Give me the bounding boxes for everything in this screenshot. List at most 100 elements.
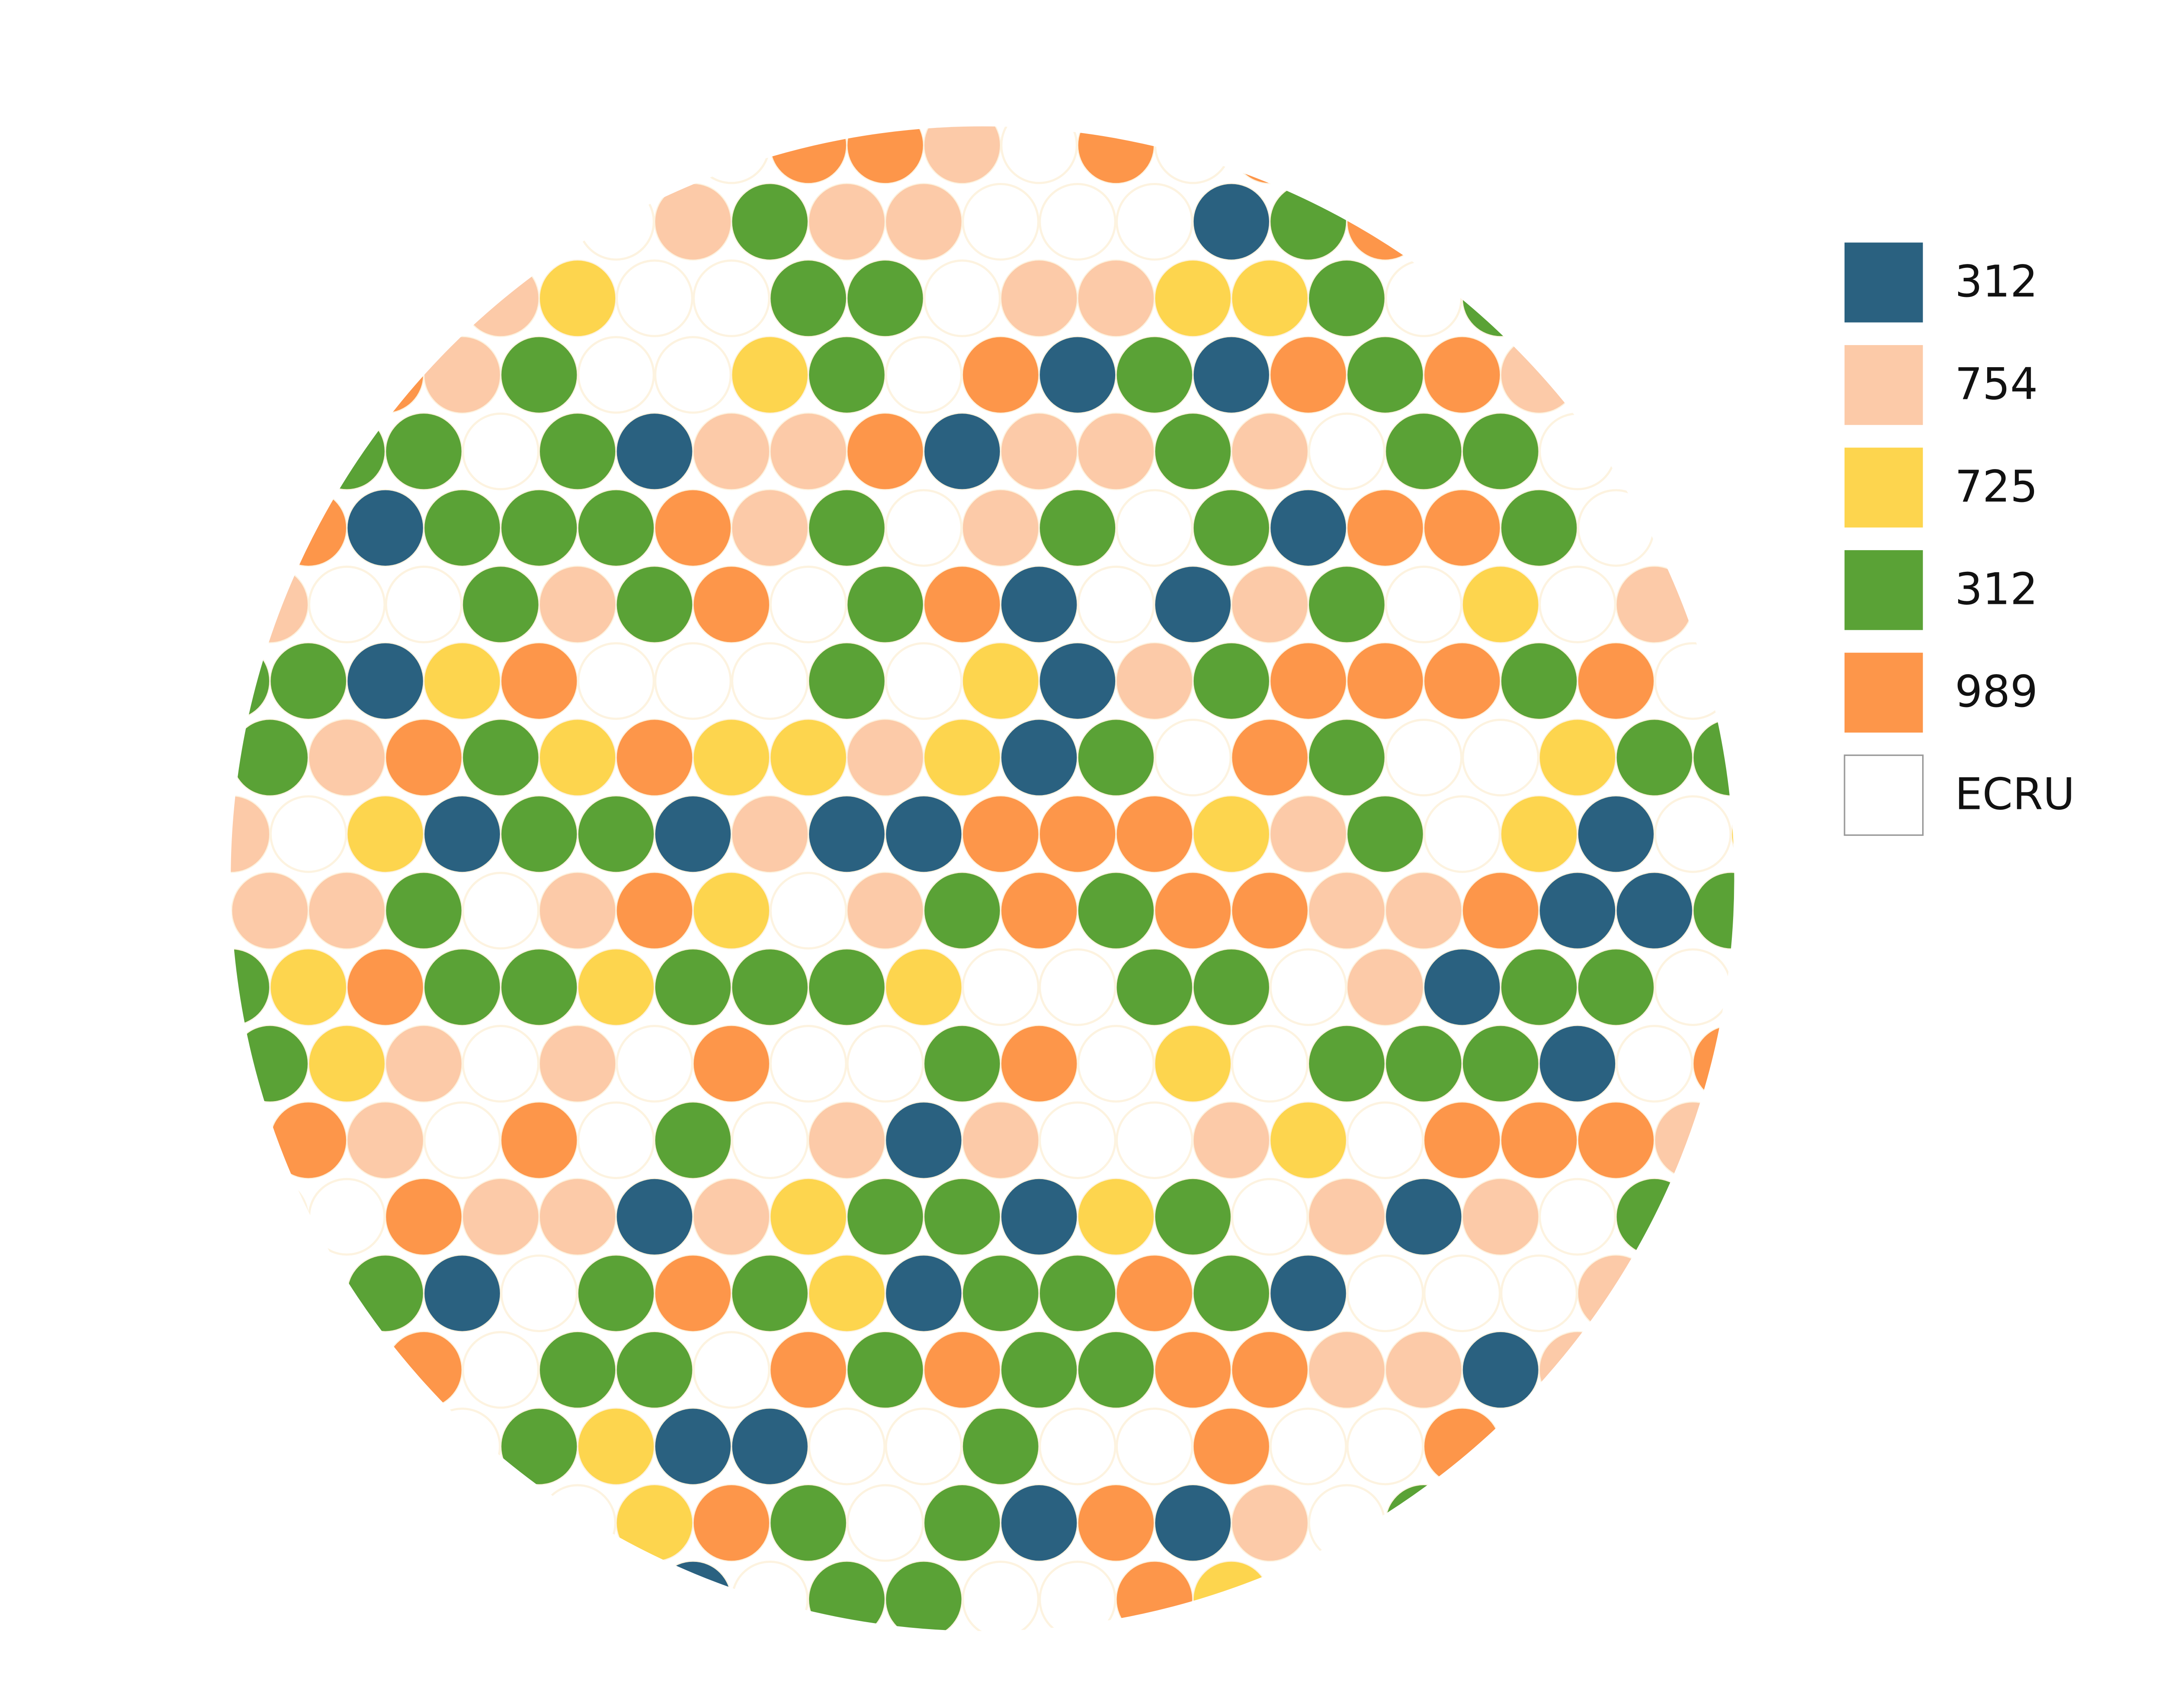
bead	[1347, 337, 1423, 413]
bead	[617, 414, 692, 489]
bead	[886, 949, 962, 1025]
bead-outline	[308, 1331, 386, 1409]
bead	[1693, 873, 1734, 949]
bead-outline	[1654, 795, 1732, 873]
bead	[540, 414, 616, 489]
bead	[924, 873, 1000, 949]
bead	[501, 184, 577, 260]
bead	[347, 337, 423, 413]
bead	[1386, 873, 1462, 949]
legend-label: 312	[1955, 256, 2038, 307]
bead	[655, 1255, 731, 1331]
bead	[1232, 126, 1308, 183]
bead-outline	[577, 642, 655, 720]
bead	[1232, 414, 1308, 489]
bead	[1424, 337, 1500, 413]
bead	[1193, 949, 1269, 1025]
bead	[732, 796, 808, 872]
bead	[1193, 1408, 1269, 1484]
bead-outline	[1577, 336, 1655, 414]
bead-outline	[615, 1025, 694, 1103]
bead	[1463, 567, 1538, 642]
bead	[1155, 1026, 1231, 1102]
bead-outline	[1615, 1025, 1694, 1103]
bead	[963, 1408, 1038, 1484]
bead	[463, 720, 539, 795]
bead	[271, 949, 346, 1025]
bead-outline	[1231, 1178, 1309, 1256]
bead	[1270, 796, 1346, 872]
legend-swatch	[1844, 652, 1923, 733]
bead	[1270, 1102, 1346, 1178]
bead	[1193, 1255, 1269, 1331]
bead	[1117, 1561, 1192, 1631]
bead	[847, 720, 923, 795]
bead-outline	[1577, 489, 1655, 567]
bead	[924, 1179, 1000, 1255]
bead-outline	[962, 1561, 1040, 1631]
bead	[1463, 873, 1538, 949]
bead-outline	[808, 1407, 886, 1486]
bead-outline	[1384, 259, 1463, 337]
bead-outline	[308, 565, 386, 644]
bead	[1117, 337, 1192, 413]
bead	[578, 949, 654, 1025]
bead-outline	[1038, 183, 1117, 261]
bead	[1578, 337, 1654, 413]
bead	[463, 1179, 539, 1255]
bead-outline	[1077, 1025, 1155, 1103]
bead	[540, 1026, 616, 1102]
bead	[1001, 414, 1077, 489]
bead-outline	[1000, 126, 1078, 184]
bead	[1270, 184, 1346, 260]
bead	[1309, 873, 1384, 949]
bead-outline	[654, 642, 732, 720]
bead	[1616, 720, 1692, 795]
bead	[1309, 1026, 1384, 1102]
bead	[309, 414, 385, 489]
bead-outline	[846, 1025, 924, 1103]
bead	[1424, 1408, 1500, 1484]
bead	[501, 643, 577, 719]
bead	[501, 1102, 577, 1178]
bead	[540, 261, 616, 336]
bead	[1424, 949, 1500, 1025]
bead	[386, 873, 462, 949]
bead	[886, 1561, 962, 1631]
bead	[309, 720, 385, 795]
bead	[886, 1102, 962, 1178]
bead	[424, 337, 500, 413]
bead	[732, 1255, 808, 1331]
bead	[1078, 1179, 1154, 1255]
bead	[1155, 261, 1231, 336]
bead	[1463, 1332, 1538, 1408]
bead-outline	[962, 183, 1040, 261]
legend-label: 312	[1955, 564, 2038, 615]
bead	[1155, 1485, 1231, 1561]
legend-label: ECRU	[1955, 769, 2075, 820]
bead	[809, 796, 885, 872]
bead	[693, 1485, 769, 1561]
bead-outline	[1731, 948, 1734, 1026]
bead-outline	[269, 795, 347, 873]
bead	[732, 949, 808, 1025]
bead	[1578, 1255, 1654, 1331]
bead-outline	[1154, 126, 1232, 184]
bead	[540, 567, 616, 642]
legend-label: 725	[1955, 461, 2038, 512]
bead	[347, 643, 423, 719]
bead	[1578, 643, 1654, 719]
bead	[501, 337, 577, 413]
bead-outline	[231, 1101, 271, 1179]
bead	[655, 490, 731, 566]
bead	[1078, 261, 1154, 336]
bead	[847, 261, 923, 336]
bead	[463, 261, 539, 336]
bead	[1078, 1332, 1154, 1408]
bead	[924, 414, 1000, 489]
bead-outline	[462, 412, 540, 490]
bead	[809, 184, 885, 260]
bead	[540, 720, 616, 795]
bead	[693, 1026, 769, 1102]
bead	[655, 1408, 731, 1484]
